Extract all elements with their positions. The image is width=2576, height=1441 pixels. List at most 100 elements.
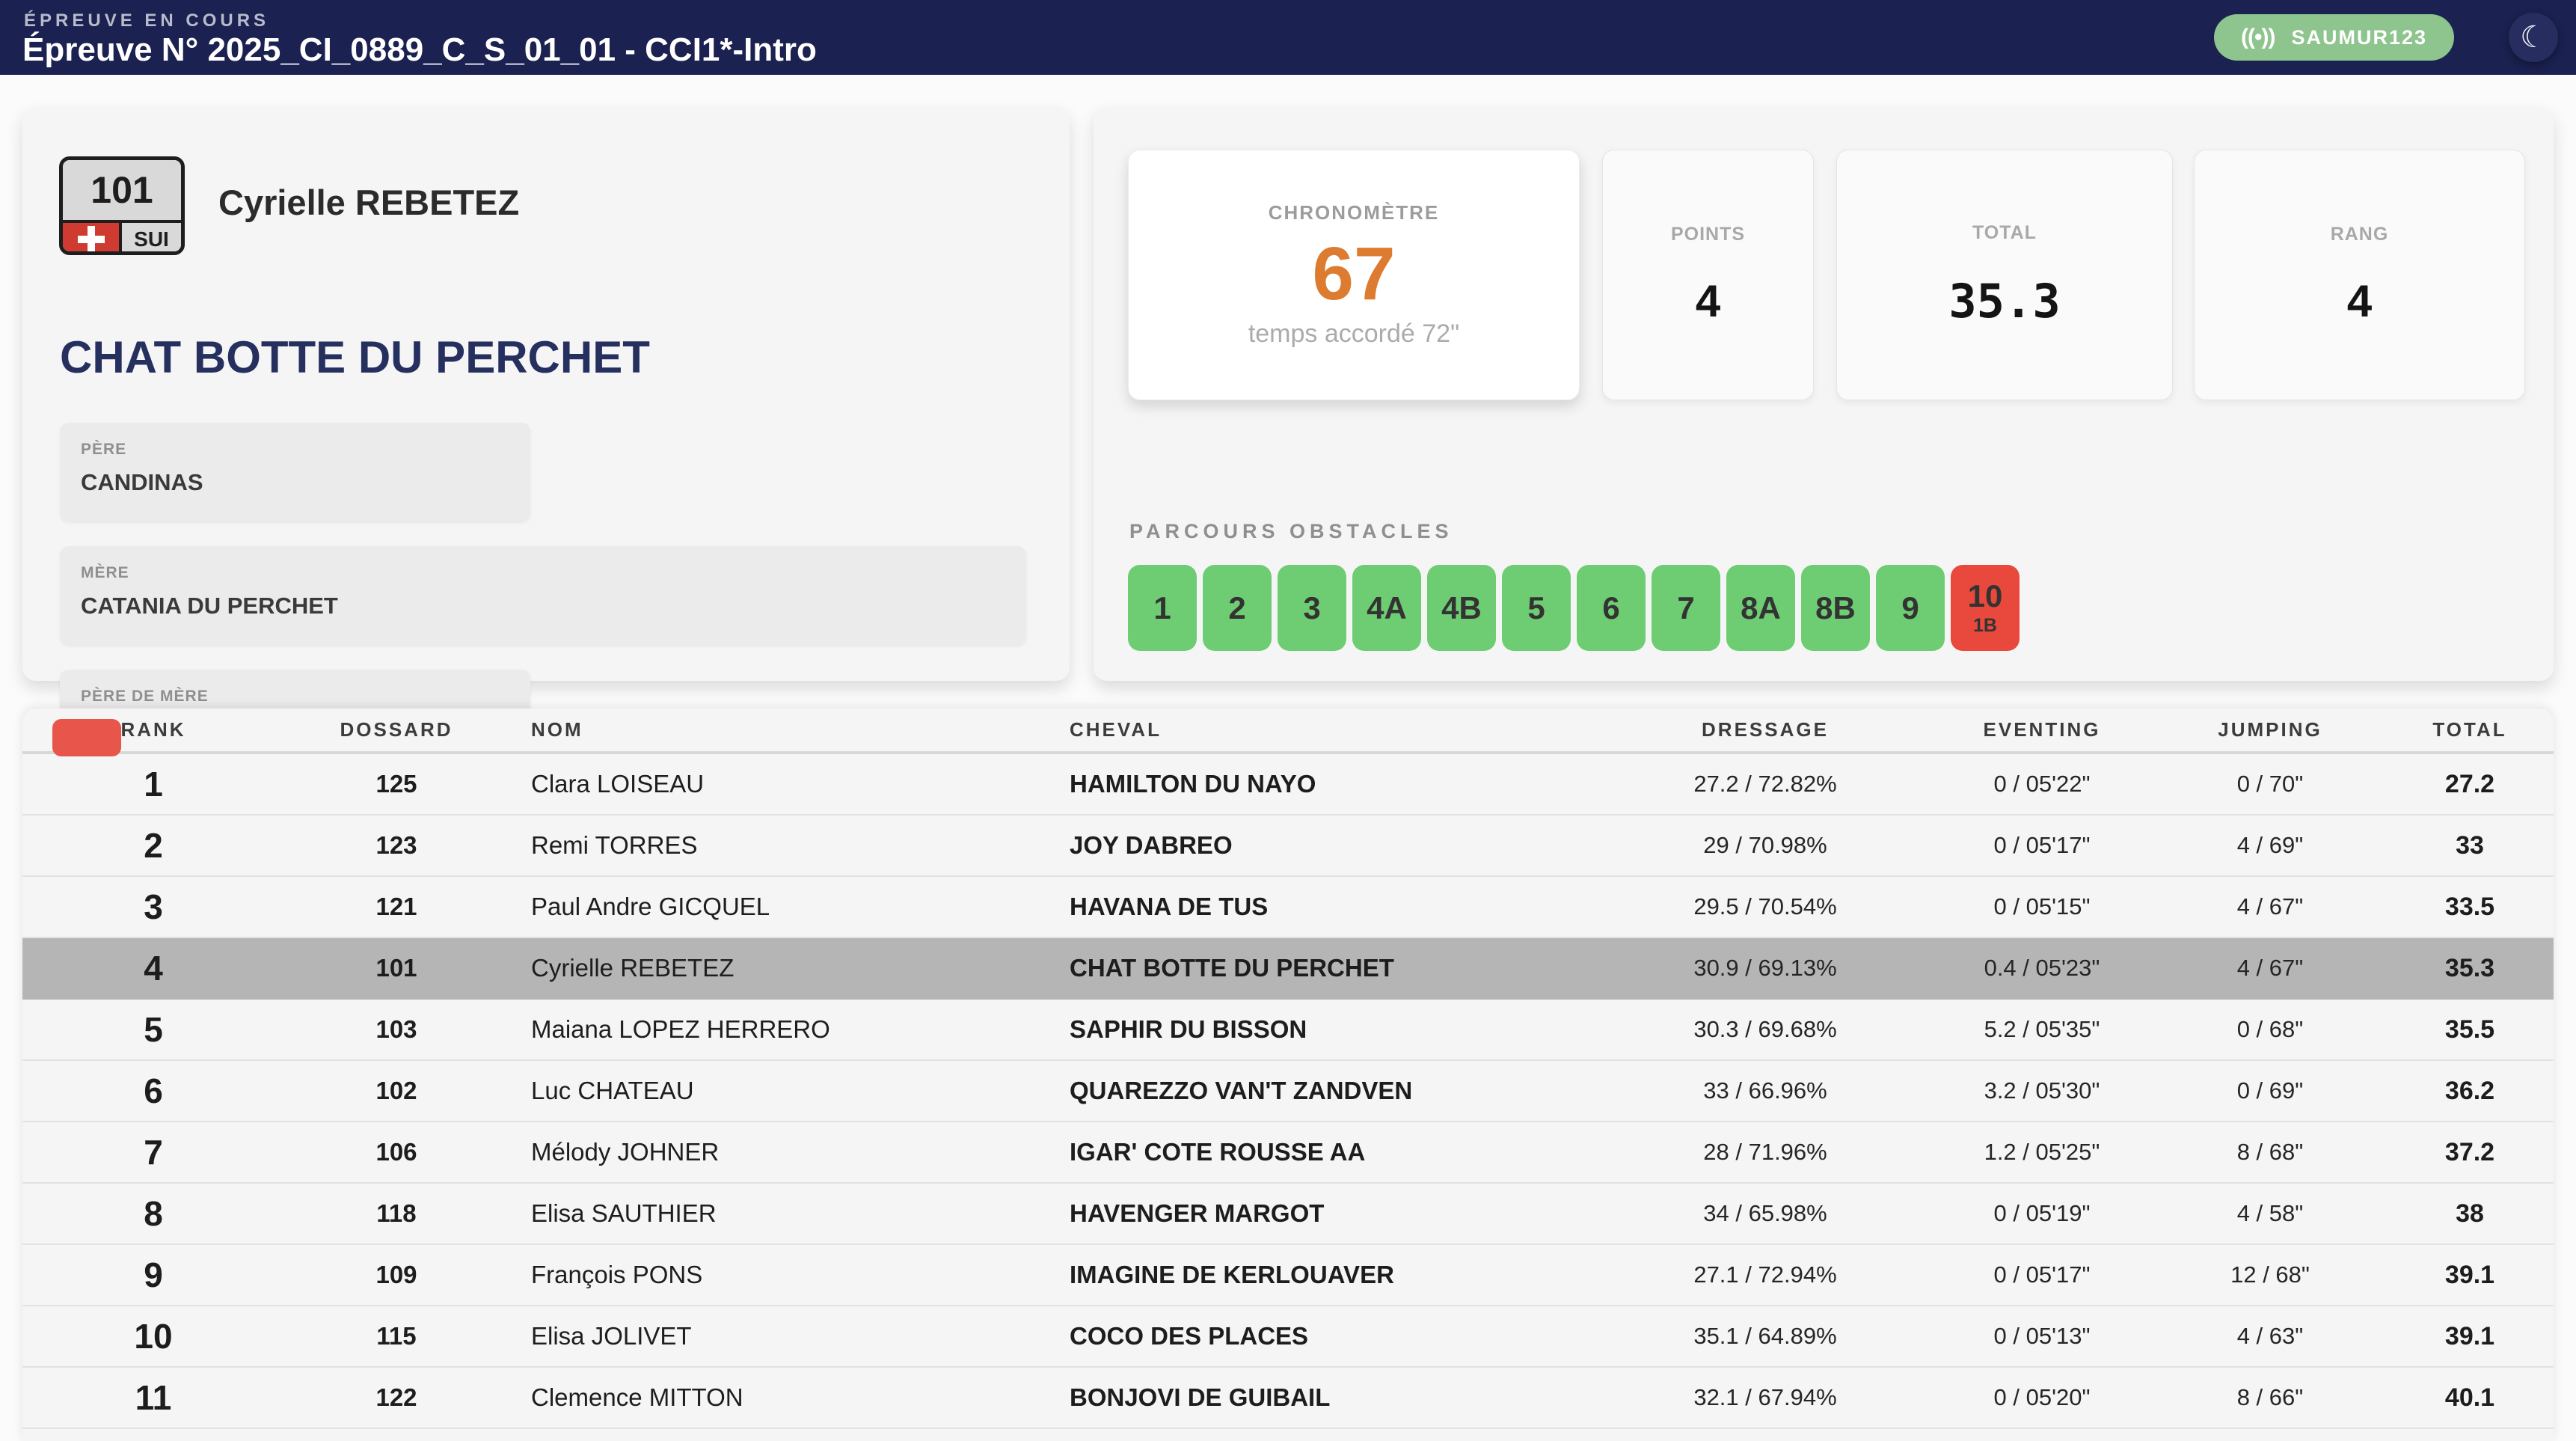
cell-rank: 5 [144, 1010, 163, 1049]
obstacle-button[interactable]: 6 [1577, 565, 1646, 651]
obstacle-button[interactable]: 4B [1427, 565, 1496, 651]
cell-eventing: 0 / 05'17" [1993, 1261, 2091, 1288]
cell-rank: 3 [144, 887, 163, 926]
cell-rank: 1 [144, 765, 163, 804]
cell-dressage: 28 / 71.96% [1703, 1139, 1827, 1165]
pedigree-box: PÈRE CANDINAS [60, 423, 530, 521]
column-header-dossard: DOSSARD [340, 718, 453, 741]
obstacle-number: 3 [1303, 590, 1321, 625]
cell-eventing: 3.2 / 05'30" [1984, 1077, 2100, 1104]
live-session-label: SAUMUR123 [2291, 25, 2427, 49]
table-row[interactable]: 11 122 Clemence MITTON BONJOVI DE GUIBAI… [22, 1368, 2554, 1429]
cell-eventing: 0.4 / 05'23" [1984, 955, 2100, 981]
rider-number-plate: 101 SUI [59, 156, 185, 255]
table-row[interactable]: 4 101 Cyrielle REBETEZ CHAT BOTTE DU PER… [22, 938, 2554, 1000]
cell-nom: Maiana LOPEZ HERRERO [531, 1015, 830, 1043]
obstacle-number: 2 [1228, 590, 1246, 625]
points-label: POINTS [1670, 223, 1746, 245]
table-row[interactable]: 8 118 Elisa SAUTHIER HAVENGER MARGOT 34 … [22, 1184, 2554, 1245]
top-bar: ÉPREUVE EN COURS Épreuve N° 2025_CI_0889… [0, 0, 2576, 75]
cell-nom: Clemence MITTON [531, 1383, 743, 1411]
obstacle-button[interactable]: 10 1B [1951, 565, 2020, 651]
cell-total: 35.5 [2444, 1015, 2495, 1044]
cell-jumping: 0 / 69" [2236, 1077, 2304, 1104]
cell-rank: 8 [144, 1194, 163, 1233]
points-value: 4 [1695, 275, 1721, 326]
cell-dossard: 123 [375, 831, 417, 859]
cell-eventing: 0 / 05'17" [1993, 832, 2091, 858]
cell-cheval: CHAT BOTTE DU PERCHET [1070, 954, 1394, 982]
cell-dressage: 27.2 / 72.82% [1693, 771, 1837, 797]
horse-name: CHAT BOTTE DU PERCHET [60, 332, 650, 382]
live-stats-card: CHRONOMÈTRE 67 temps accordé 72" POINTS … [1094, 107, 2554, 681]
rider-name: Cyrielle REBETEZ [218, 183, 520, 222]
cell-total: 37.2 [2444, 1137, 2495, 1166]
obstacle-number: 10 [1967, 578, 2003, 614]
cell-eventing: 5.2 / 05'35" [1984, 1016, 2100, 1042]
moon-icon: ☾ [2520, 21, 2547, 54]
column-header-dressage: DRESSAGE [1702, 718, 1829, 741]
cell-dossard: 125 [375, 770, 417, 798]
total-card: TOTAL 35.3 [1836, 150, 2173, 400]
obstacle-button[interactable]: 8A [1726, 565, 1795, 651]
obstacle-button[interactable]: 5 [1502, 565, 1571, 651]
cell-jumping: 4 / 58" [2236, 1200, 2304, 1226]
cell-cheval: IMAGINE DE KERLOUAVER [1070, 1261, 1394, 1288]
obstacle-button[interactable]: 8B [1801, 565, 1870, 651]
obstacle-button[interactable]: 7 [1652, 565, 1720, 651]
cell-rank: 6 [144, 1071, 163, 1110]
dark-mode-toggle[interactable]: ☾ [2509, 13, 2558, 62]
cell-nom: Clara LOISEAU [531, 770, 705, 798]
cell-cheval: COCO DES PLACES [1070, 1322, 1309, 1350]
cell-dossard: 109 [375, 1261, 417, 1288]
table-row[interactable]: 10 115 Elisa JOLIVET COCO DES PLACES 35.… [22, 1306, 2554, 1368]
obstacle-button[interactable]: 9 [1876, 565, 1945, 651]
table-body: 1 125 Clara LOISEAU HAMILTON DU NAYO 27.… [22, 754, 2554, 1429]
cell-total: 39.1 [2444, 1321, 2495, 1350]
obstacle-number: 6 [1602, 590, 1620, 625]
cell-total: 39.1 [2444, 1260, 2495, 1289]
obstacle-fault-label: 1B [1973, 615, 1997, 636]
broadcast-icon: ((•)) [2240, 25, 2275, 49]
table-row[interactable]: 2 123 Remi TORRES JOY DABREO 29 / 70.98%… [22, 816, 2554, 877]
cell-dossard: 103 [375, 1015, 417, 1043]
obstacle-number: 4B [1441, 590, 1482, 625]
obstacle-button[interactable]: 2 [1203, 565, 1272, 651]
table-row[interactable]: 9 109 François PONS IMAGINE DE KERLOUAVE… [22, 1245, 2554, 1306]
obstacle-number: 1 [1153, 590, 1171, 625]
pedigree-box: MÈRE CATANIA DU PERCHET [60, 546, 1026, 645]
cell-jumping: 4 / 67" [2236, 955, 2304, 981]
cell-rank: 10 [134, 1317, 173, 1356]
cell-nom: François PONS [531, 1261, 703, 1288]
cell-cheval: QUAREZZO VAN'T ZANDVEN [1070, 1077, 1413, 1104]
cell-total: 33.5 [2444, 892, 2495, 921]
total-value: 35.3 [1948, 273, 2061, 328]
live-session-badge[interactable]: ((•)) SAUMUR123 [2213, 14, 2454, 61]
rank-value: 4 [2346, 275, 2373, 326]
cell-dossard: 118 [376, 1199, 417, 1227]
obstacle-button[interactable]: 3 [1278, 565, 1346, 651]
cell-jumping: 4 / 67" [2236, 893, 2304, 920]
total-label: TOTAL [1972, 221, 2037, 243]
obstacle-number: 4A [1367, 590, 1407, 625]
table-row[interactable]: 3 121 Paul Andre GICQUEL HAVANA DE TUS 2… [22, 877, 2554, 938]
rank-label: RANG [2330, 223, 2389, 245]
cell-dressage: 29 / 70.98% [1703, 832, 1827, 858]
table-row[interactable]: 7 106 Mélody JOHNER IGAR' COTE ROUSSE AA… [22, 1122, 2554, 1184]
cell-jumping: 0 / 70" [2236, 771, 2304, 797]
cell-dressage: 29.5 / 70.54% [1693, 893, 1837, 920]
cell-total: 40.1 [2444, 1383, 2495, 1412]
cell-dressage: 32.1 / 67.94% [1693, 1384, 1837, 1410]
cell-jumping: 8 / 68" [2236, 1139, 2304, 1165]
pedigree-label: MÈRE [81, 564, 129, 581]
table-row[interactable]: 5 103 Maiana LOPEZ HERRERO SAPHIR DU BIS… [22, 1000, 2554, 1061]
cell-cheval: HAMILTON DU NAYO [1070, 770, 1316, 798]
cell-nom: Luc CHATEAU [531, 1077, 694, 1104]
obstacle-button[interactable]: 1 [1128, 565, 1197, 651]
table-row[interactable]: 1 125 Clara LOISEAU HAMILTON DU NAYO 27.… [22, 754, 2554, 816]
table-row[interactable]: 6 102 Luc CHATEAU QUAREZZO VAN'T ZANDVEN… [22, 1061, 2554, 1122]
cell-total: 35.3 [2444, 953, 2495, 982]
cell-dossard: 115 [376, 1322, 417, 1350]
obstacle-button[interactable]: 4A [1352, 565, 1421, 651]
pedigree-value: CATANIA DU PERCHET [81, 593, 338, 619]
